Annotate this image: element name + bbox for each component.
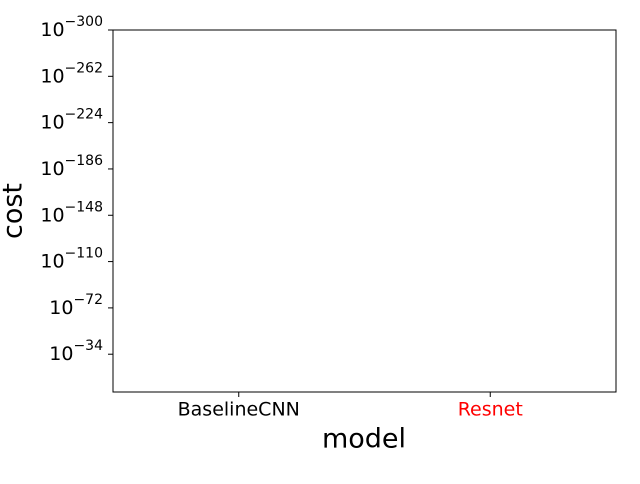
x-tick-label: BaselineCNN (178, 399, 300, 421)
axes-frame (112, 29, 617, 393)
y-tick-label: 10−262 (40, 60, 103, 87)
y-tick-label: 10−186 (40, 153, 103, 180)
y-tick-label: 10−34 (49, 338, 103, 365)
y-axis-label: cost (0, 183, 29, 239)
y-tick-label: 10−110 (40, 246, 103, 273)
y-tick-label: 10−224 (40, 107, 103, 134)
y-tick-label: 10−148 (40, 199, 103, 226)
x-tick-label: Resnet (458, 399, 523, 421)
y-tick-label: 10−300 (40, 14, 103, 41)
x-axis-label: model (322, 424, 406, 455)
y-tick-label: 10−72 (49, 292, 103, 319)
